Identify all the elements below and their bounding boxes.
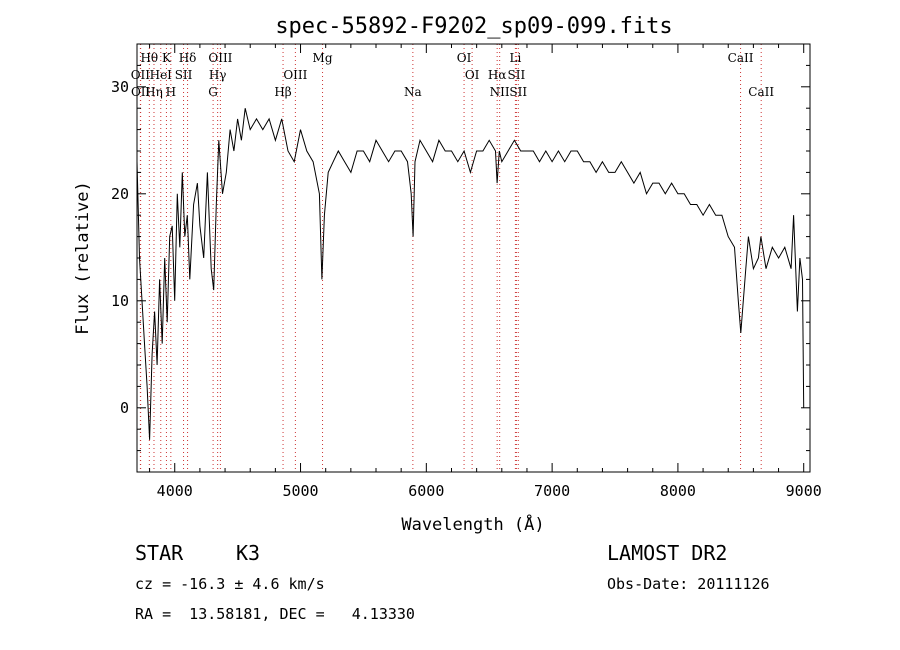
x-tick-label-3: 7000 [534, 482, 570, 500]
observation-date: Obs-Date: 20111126 [607, 575, 770, 593]
line-label-1: OII [131, 68, 151, 82]
line-label-4: K [162, 51, 172, 65]
line-label-3: Hη [145, 85, 163, 99]
sky-coordinates: RA = 13.58181, DEC = 4.13330 [135, 605, 415, 623]
x-tick-label-2: 6000 [408, 482, 444, 500]
object-subclass: K3 [236, 541, 261, 565]
line-label-0: Hθ [140, 51, 158, 65]
y-tick-label-0: 0 [120, 399, 129, 417]
line-label-24: CaII [748, 85, 774, 99]
line-label-14: Mg [313, 51, 333, 65]
x-tick-label-1: 5000 [282, 482, 318, 500]
line-label-23: CaII [728, 51, 754, 65]
line-label-6: H [166, 85, 176, 99]
axis-ticks: 4000 5000 6000 7000 8000 9000 0 10 20 30 [111, 44, 822, 500]
y-axis-label: Flux (relative) [73, 181, 93, 335]
y-tick-label-3: 30 [111, 78, 129, 96]
plot-frame [136, 43, 811, 473]
line-label-17: OI [465, 68, 480, 82]
line-label-22: SII [509, 85, 527, 99]
line-label-7: SII [175, 68, 193, 82]
y-tick-label-1: 10 [111, 292, 129, 310]
x-axis-label: Wavelength (Å) [401, 513, 544, 535]
line-label-20: Li [509, 51, 521, 65]
line-label-8: Hδ [179, 51, 197, 65]
redshift-velocity: cz = -16.3 ± 4.6 km/s [135, 575, 325, 593]
spectrum-line [136, 108, 805, 440]
line-label-18: Hα [488, 68, 507, 82]
line-label-16: OI [457, 51, 472, 65]
x-tick-label-4: 8000 [660, 482, 696, 500]
x-tick-label-5: 9000 [786, 482, 822, 500]
x-tick-label-0: 4000 [157, 482, 193, 500]
line-label-21: SII [508, 68, 526, 82]
line-label-11: G [208, 85, 218, 99]
survey-name: LAMOST DR2 [607, 541, 728, 565]
line-label-10: Hγ [209, 68, 227, 82]
object-class: STAR [135, 541, 184, 565]
spectral-line-markers [139, 44, 762, 472]
line-label-15: Na [404, 85, 422, 99]
chart-title: spec-55892-F9202_sp09-099.fits [275, 14, 672, 39]
line-label-19: NII [490, 85, 510, 99]
line-label-2: OII [131, 85, 151, 99]
line-label-13: Hβ [274, 85, 291, 99]
y-tick-label-2: 20 [111, 185, 129, 203]
line-label-5: HeI [150, 68, 173, 82]
line-label-9: OIII [208, 51, 232, 65]
line-label-12: OIII [283, 68, 307, 82]
